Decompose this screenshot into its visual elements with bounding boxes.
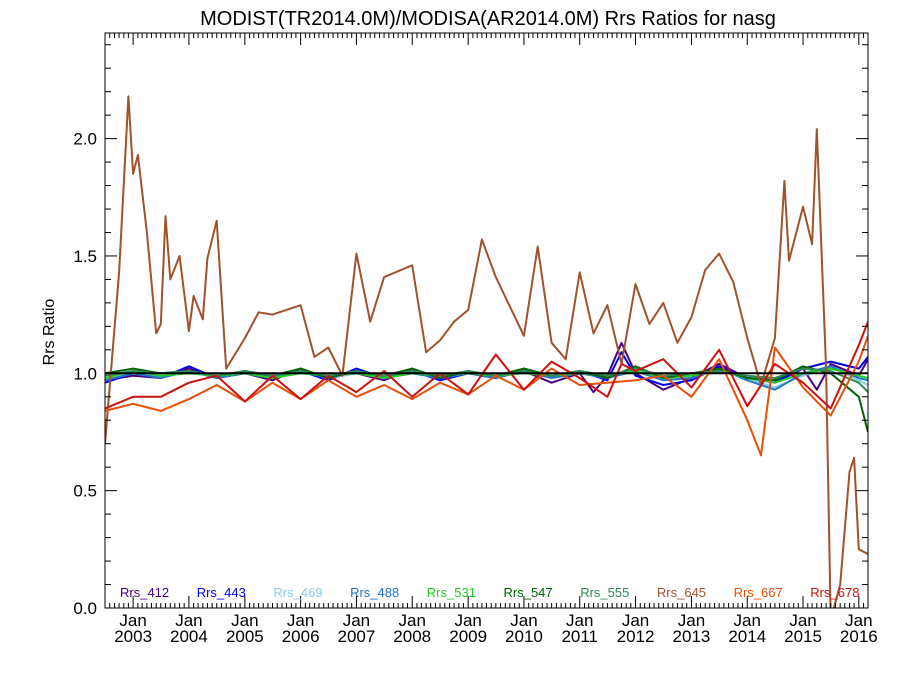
- x-tick-label-month: Jan: [175, 611, 202, 630]
- legend-label-rrs-555: Rrs_555: [580, 585, 629, 600]
- x-tick-label-month: Jan: [343, 611, 370, 630]
- x-tick-label-year: 2010: [505, 627, 543, 646]
- legend-label-rrs-443: Rrs_443: [197, 585, 246, 600]
- y-tick-label: 0.0: [73, 599, 97, 618]
- x-tick-label-year: 2003: [114, 627, 152, 646]
- x-tick-label-month: Jan: [287, 611, 314, 630]
- legend-label-rrs-488: Rrs_488: [350, 585, 399, 600]
- x-tick-label-year: 2008: [393, 627, 431, 646]
- x-tick-label-year: 2007: [338, 627, 376, 646]
- x-tick-label-month: Jan: [734, 611, 761, 630]
- series-layer: [105, 95, 868, 608]
- y-tick-label: 1.5: [73, 247, 97, 266]
- x-tick-label-month: Jan: [231, 611, 258, 630]
- x-tick-label-month: Jan: [845, 611, 872, 630]
- x-tick-label-year: 2005: [226, 627, 264, 646]
- series-line-rrs-678: [105, 321, 868, 410]
- x-tick-label-month: Jan: [566, 611, 593, 630]
- x-tick-label-month: Jan: [510, 611, 537, 630]
- x-tick-label-month: Jan: [119, 611, 146, 630]
- x-tick-label-year: 2014: [728, 627, 766, 646]
- legend: Rrs_412 Rrs_443 Rrs_469 Rrs_488 Rrs_531 Rrs_5…: [120, 585, 859, 600]
- x-tick-label-month: Jan: [789, 611, 816, 630]
- legend-label-rrs-531: Rrs_531: [427, 585, 476, 600]
- x-tick-label-month: Jan: [678, 611, 705, 630]
- y-tick-label: 1.0: [73, 364, 97, 383]
- x-tick-label-year: 2016: [840, 627, 878, 646]
- legend-label-rrs-469: Rrs_469: [273, 585, 322, 600]
- y-axis-label: Rrs Ratio: [41, 299, 58, 366]
- axes-layer: 0.00.51.01.52.0Jan2003Jan2004Jan2005Jan2…: [73, 32, 878, 646]
- x-tick-label-year: 2015: [784, 627, 822, 646]
- legend-label-rrs-412: Rrs_412: [120, 585, 169, 600]
- x-tick-label-month: Jan: [454, 611, 481, 630]
- y-tick-label: 0.5: [73, 482, 97, 501]
- y-tick-label: 2.0: [73, 130, 97, 149]
- legend-label-rrs-667: Rrs_667: [734, 585, 783, 600]
- x-tick-label-year: 2011: [561, 627, 598, 646]
- x-tick-label-year: 2006: [282, 627, 320, 646]
- x-tick-label-month: Jan: [399, 611, 426, 630]
- x-tick-label-month: Jan: [622, 611, 649, 630]
- x-tick-label-year: 2013: [673, 627, 711, 646]
- legend-label-rrs-645: Rrs_645: [657, 585, 706, 600]
- legend-label-rrs-678: Rrs_678: [810, 585, 859, 600]
- chart-title: MODIST(TR2014.0M)/MODISA(AR2014.0M) Rrs …: [200, 8, 776, 30]
- x-tick-label-year: 2004: [170, 627, 208, 646]
- series-line-rrs-667: [105, 335, 868, 457]
- x-tick-label-year: 2012: [617, 627, 655, 646]
- series-line-rrs-645: [105, 95, 868, 608]
- plot-frame: [104, 32, 869, 609]
- legend-label-rrs-547: Rrs_547: [504, 585, 553, 600]
- x-tick-label-year: 2009: [449, 627, 487, 646]
